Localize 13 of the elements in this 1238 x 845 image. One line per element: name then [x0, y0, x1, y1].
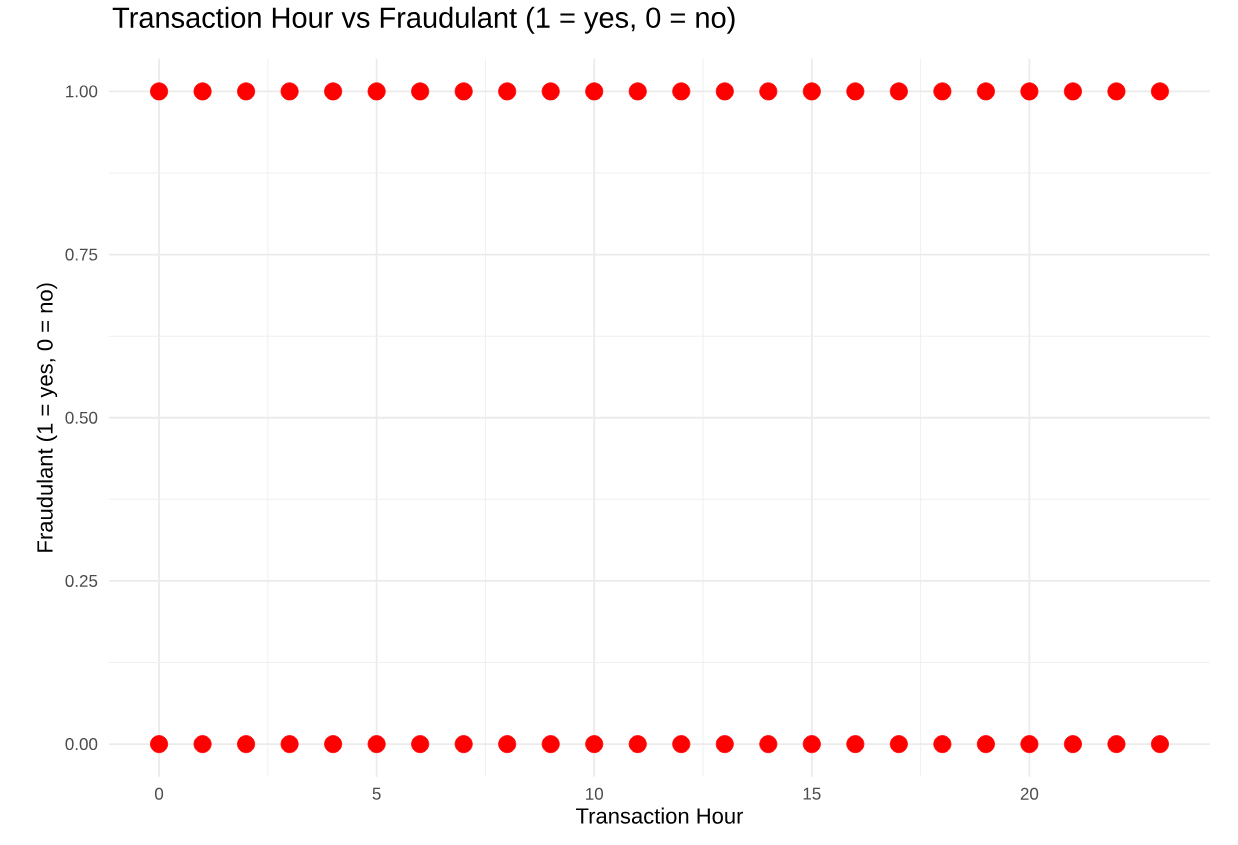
x-tick-label: 10	[586, 787, 604, 800]
y-tick-label: 0.25	[65, 575, 98, 588]
y-tick-label: 0.75	[65, 248, 98, 261]
x-tick-label: 15	[803, 787, 821, 800]
y-tick-label: 1.00	[66, 85, 98, 98]
y-tick-label: 0.00	[65, 738, 98, 751]
y-axis-title: Fraudulant (1 = yes, 0 = no)	[36, 283, 58, 552]
x-tick-label: 5	[372, 787, 381, 800]
x-tick-label: 20	[1020, 787, 1039, 800]
x-tick-label: 0	[154, 787, 164, 800]
chart-title: Transaction Hour vs Fraudulant (1 = yes, 0 = no)	[112, 6, 735, 34]
y-tick-label: 0.50	[65, 411, 98, 424]
x-axis-title: Transaction Hour	[576, 807, 744, 824]
